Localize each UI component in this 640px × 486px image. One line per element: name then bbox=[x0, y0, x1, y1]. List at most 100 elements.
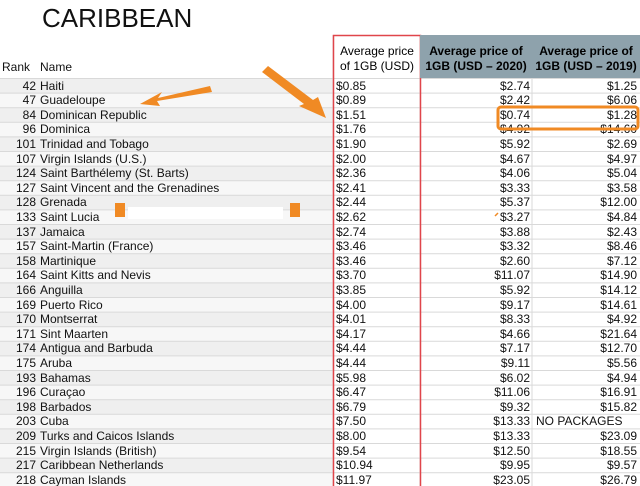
row-band bbox=[0, 78, 333, 94]
price-2019: $2.69 bbox=[606, 136, 637, 151]
row-band bbox=[0, 297, 333, 313]
price-2019: $4.97 bbox=[606, 151, 637, 166]
rank: 174 bbox=[15, 341, 36, 356]
mark bbox=[494, 212, 499, 217]
rank: 169 bbox=[15, 297, 36, 312]
row-band bbox=[0, 224, 333, 240]
price-2020: $2.60 bbox=[499, 253, 530, 268]
price: $3.46 bbox=[336, 253, 367, 268]
row-band bbox=[0, 326, 333, 342]
redaction bbox=[115, 203, 125, 217]
row-band bbox=[0, 122, 333, 137]
row-band bbox=[0, 151, 333, 167]
header-price: of 1GB (USD) bbox=[339, 59, 414, 73]
row-band bbox=[0, 268, 333, 283]
price: $1.90 bbox=[336, 136, 367, 151]
price-2020: $9.32 bbox=[499, 399, 530, 414]
price: $7.50 bbox=[336, 414, 367, 429]
header-rank: Rank bbox=[2, 60, 31, 74]
redaction bbox=[128, 207, 283, 219]
country: Guadeloupe bbox=[40, 93, 106, 108]
price: $4.01 bbox=[336, 312, 367, 327]
row-band bbox=[0, 195, 333, 210]
rank: 96 bbox=[22, 122, 36, 137]
row-band bbox=[0, 472, 333, 486]
price: $3.46 bbox=[336, 239, 367, 254]
price: $4.44 bbox=[336, 341, 367, 356]
rank: 107 bbox=[15, 151, 36, 166]
row-band bbox=[0, 458, 333, 473]
price: $3.70 bbox=[336, 268, 367, 283]
header-2020: 1GB (USD – 2020) bbox=[425, 59, 527, 73]
country: Puerto Rico bbox=[40, 297, 103, 312]
row-band bbox=[0, 107, 333, 123]
price-2020: $23.05 bbox=[493, 472, 530, 486]
country: Curaçao bbox=[40, 385, 86, 400]
price: $0.85 bbox=[336, 78, 367, 93]
price: $8.00 bbox=[336, 428, 367, 443]
rank: 133 bbox=[15, 209, 36, 224]
rank: 209 bbox=[15, 428, 36, 443]
price: $1.51 bbox=[336, 107, 367, 122]
row-band bbox=[0, 166, 333, 181]
country: Martinique bbox=[40, 253, 97, 268]
sheet-title: CARIBBEAN bbox=[42, 3, 193, 33]
row-band bbox=[0, 414, 333, 429]
price-2020: $11.06 bbox=[494, 385, 530, 400]
rank: 193 bbox=[15, 370, 36, 385]
header-2019: Average price of bbox=[539, 44, 633, 58]
price-2019: $4.84 bbox=[606, 209, 637, 224]
row-band bbox=[0, 136, 333, 152]
price-2019: $18.55 bbox=[600, 443, 637, 458]
rank: 170 bbox=[15, 312, 36, 327]
row-band bbox=[0, 428, 333, 444]
country: Antigua and Barbuda bbox=[40, 341, 153, 356]
price: $1.76 bbox=[336, 122, 367, 137]
row-band bbox=[0, 253, 333, 269]
price-2019: $2.43 bbox=[606, 224, 637, 239]
price-2020: $7.17 bbox=[499, 341, 530, 356]
price-2019: $8.46 bbox=[606, 239, 637, 254]
price-2020: $3.88 bbox=[499, 224, 530, 239]
highlight-box bbox=[496, 105, 640, 131]
price-column-frame bbox=[332, 34, 422, 486]
price-2020: $2.74 bbox=[499, 78, 530, 93]
price-2020: $11.07 bbox=[494, 268, 530, 283]
price-2020: $4.66 bbox=[499, 326, 530, 341]
price-2019: NO PACKAGES bbox=[536, 414, 623, 429]
rank: 215 bbox=[15, 443, 36, 458]
rank: 158 bbox=[15, 253, 36, 268]
price-2020: $4.06 bbox=[499, 166, 530, 181]
country: Turks and Caicos Islands bbox=[40, 428, 175, 443]
rank: 175 bbox=[15, 355, 36, 370]
price: $4.44 bbox=[336, 355, 367, 370]
redaction bbox=[290, 203, 300, 217]
country: Dominica bbox=[40, 122, 91, 137]
price-2020: $8.33 bbox=[499, 312, 530, 327]
rank: 137 bbox=[15, 224, 36, 239]
header-price: Average price bbox=[340, 44, 414, 58]
price: $2.41 bbox=[336, 180, 367, 195]
price-2019: $15.82 bbox=[600, 399, 637, 414]
country: Jamaica bbox=[40, 224, 85, 239]
country: Cayman Islands bbox=[40, 472, 127, 486]
price-2019: $14.12 bbox=[600, 282, 637, 297]
country: Saint-Martin (France) bbox=[40, 239, 154, 254]
price-2019: $4.94 bbox=[606, 370, 637, 385]
arrow-right bbox=[262, 66, 326, 118]
price-2019: $5.04 bbox=[606, 166, 637, 181]
rank: 128 bbox=[15, 195, 36, 210]
price-2019: $6.06 bbox=[606, 93, 637, 108]
price-2020: $3.32 bbox=[499, 239, 530, 254]
row-band bbox=[0, 355, 333, 371]
price: $2.44 bbox=[336, 195, 367, 210]
price: $6.47 bbox=[336, 385, 367, 400]
arrow-left bbox=[140, 86, 212, 106]
country: Virgin Islands (U.S.) bbox=[40, 151, 147, 166]
country: Barbados bbox=[40, 399, 92, 414]
price-2019: $4.92 bbox=[606, 312, 637, 327]
price: $2.62 bbox=[336, 209, 367, 224]
row-band bbox=[0, 239, 333, 254]
price: $9.54 bbox=[336, 443, 367, 458]
price-2019: $1.25 bbox=[606, 78, 637, 93]
